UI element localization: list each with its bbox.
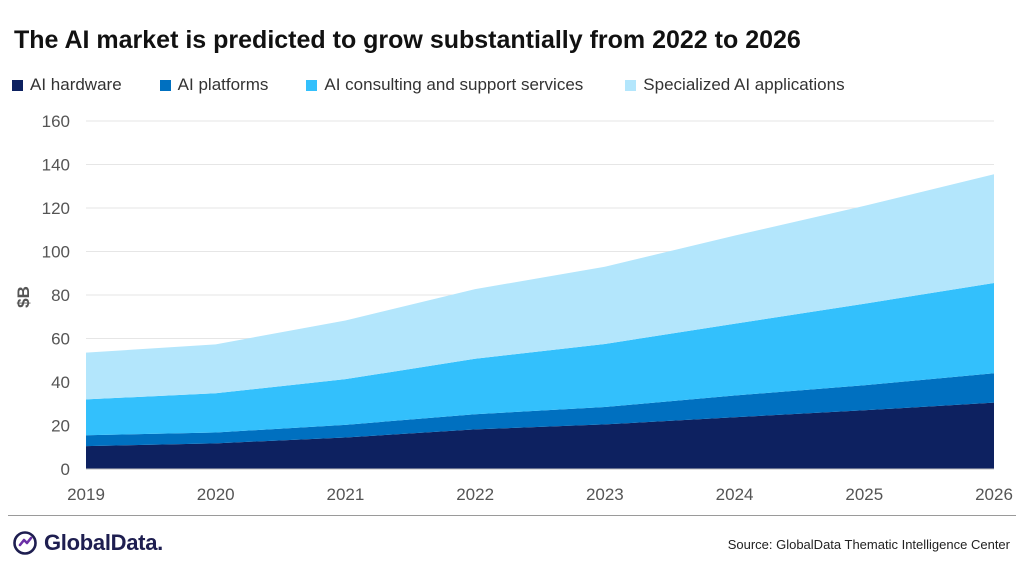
area-chart: 0 20 40 60 80 100 120 140 160 2019 2020 2021 2022 202… [14,112,1013,504]
y-tick-label: 160 [42,112,70,131]
legend-item: Specialized AI applications [625,75,845,95]
x-tick-label: 2024 [716,485,754,504]
chart-title: The AI market is predicted to grow subst… [14,26,801,54]
y-tick-label: 80 [51,286,70,305]
y-tick-label: 60 [51,330,70,349]
footer-divider [8,515,1016,516]
globaldata-logo-icon [13,531,37,555]
x-tick-label: 2019 [67,485,105,504]
legend-item: AI consulting and support services [306,75,583,95]
legend-label: AI platforms [177,75,269,94]
y-tick-label: 0 [61,460,70,479]
y-axis-label: $B [14,286,33,308]
x-tick-label: 2025 [845,485,883,504]
area-series [86,373,994,447]
x-tick-label: 2021 [327,485,365,504]
y-tick-label: 140 [42,156,70,175]
x-tick-label: 2026 [975,485,1013,504]
y-tick-label: 100 [42,243,70,262]
globaldata-logo: GlobalData. [12,530,163,556]
area-series [86,174,994,400]
x-tick-label: 2022 [456,485,494,504]
legend-swatch [12,79,23,91]
area-series [86,402,994,469]
x-tick-label: 2020 [197,485,235,504]
y-tick-label: 20 [51,417,70,436]
legend-item: AI hardware [12,75,122,95]
logo-text: GlobalData. [44,530,163,555]
legend-label: AI consulting and support services [324,75,584,94]
legend-swatch [306,79,318,91]
x-tick-label: 2023 [586,485,624,504]
legend-swatch [625,79,637,91]
source-note: Source: GlobalData Thematic Intelligence… [727,537,1010,552]
chart-legend: AI hardware AI platforms AI consulting and… [12,74,883,96]
legend-label: AI hardware [30,75,122,94]
area-series [86,283,994,436]
y-tick-label: 120 [42,199,70,218]
legend-item: AI platforms [159,75,269,95]
y-tick-label: 40 [51,373,70,392]
legend-label: Specialized AI applications [643,75,845,94]
legend-swatch [159,79,171,91]
